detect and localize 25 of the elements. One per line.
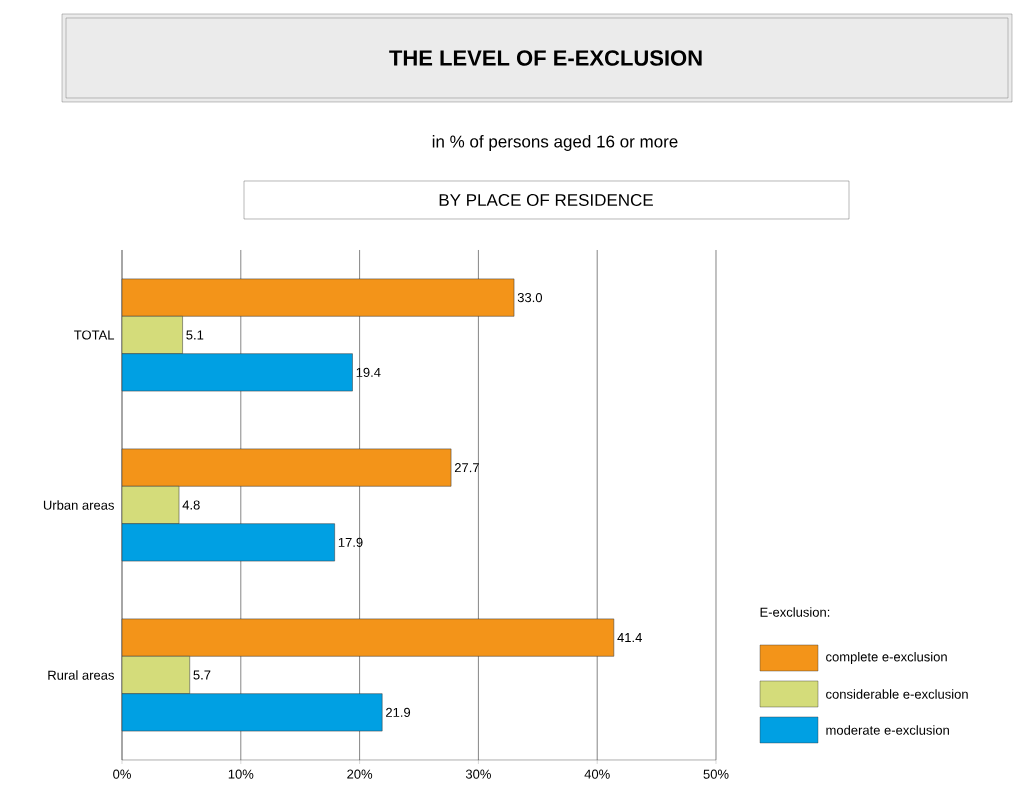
chart-title: THE LEVEL OF E-EXCLUSION xyxy=(389,50,702,66)
x-tick-label: 0% xyxy=(113,769,131,779)
data-label: 17.9 xyxy=(338,537,363,547)
data-label: 5.1 xyxy=(186,330,204,340)
data-label: 27.7 xyxy=(454,463,479,473)
x-tick-label: 20% xyxy=(347,769,373,779)
x-tick-label: 40% xyxy=(584,769,610,779)
legend-title: E-exclusion: xyxy=(760,607,830,617)
y-tick-label: Urban areas xyxy=(43,500,114,510)
legend-label: considerable e-exclusion xyxy=(826,689,968,699)
x-tick-label: 30% xyxy=(465,769,491,779)
chart-subtitle: in % of persons aged 16 or more xyxy=(432,135,678,151)
data-label: 5.7 xyxy=(193,670,211,680)
y-tick-label: TOTAL xyxy=(74,330,115,340)
legend-label: moderate e-exclusion xyxy=(826,725,949,735)
x-tick-label: 10% xyxy=(228,769,254,779)
data-label: 4.8 xyxy=(182,500,200,510)
data-label: 19.4 xyxy=(356,367,381,377)
legend-label: complete e-exclusion xyxy=(826,651,947,665)
data-label: 21.9 xyxy=(386,707,411,717)
text: BY PLACE OF RESIDENCE xyxy=(439,193,653,207)
x-tick-label: 50% xyxy=(703,769,729,779)
data-label: 41.4 xyxy=(617,633,642,643)
data-label: 33.0 xyxy=(517,292,543,303)
y-tick-label: Rural areas xyxy=(48,670,114,680)
